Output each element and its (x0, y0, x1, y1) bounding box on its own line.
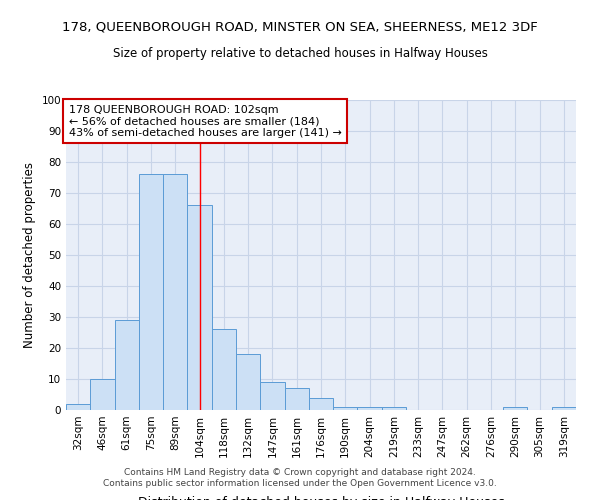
Bar (552, 407, 576, 410)
Bar (358, 407, 382, 410)
Bar (115, 320, 139, 410)
Bar (66, 404, 90, 410)
Bar (212, 330, 236, 410)
Bar (503, 407, 527, 410)
Text: Size of property relative to detached houses in Halfway Houses: Size of property relative to detached ho… (113, 48, 487, 60)
Text: Contains HM Land Registry data © Crown copyright and database right 2024.
Contai: Contains HM Land Registry data © Crown c… (103, 468, 497, 487)
Bar (187, 206, 212, 410)
Text: 178 QUEENBOROUGH ROAD: 102sqm
← 56% of detached houses are smaller (184)
43% of : 178 QUEENBOROUGH ROAD: 102sqm ← 56% of d… (68, 104, 341, 138)
Bar (382, 407, 406, 410)
Bar (284, 388, 309, 410)
Bar (333, 407, 358, 410)
Bar (163, 174, 187, 410)
X-axis label: Distribution of detached houses by size in Halfway Houses: Distribution of detached houses by size … (137, 496, 505, 500)
Bar (139, 174, 163, 410)
Bar (90, 379, 115, 410)
Bar (260, 382, 284, 410)
Text: 178, QUEENBOROUGH ROAD, MINSTER ON SEA, SHEERNESS, ME12 3DF: 178, QUEENBOROUGH ROAD, MINSTER ON SEA, … (62, 20, 538, 33)
Bar (236, 354, 260, 410)
Bar (309, 398, 333, 410)
Y-axis label: Number of detached properties: Number of detached properties (23, 162, 36, 348)
